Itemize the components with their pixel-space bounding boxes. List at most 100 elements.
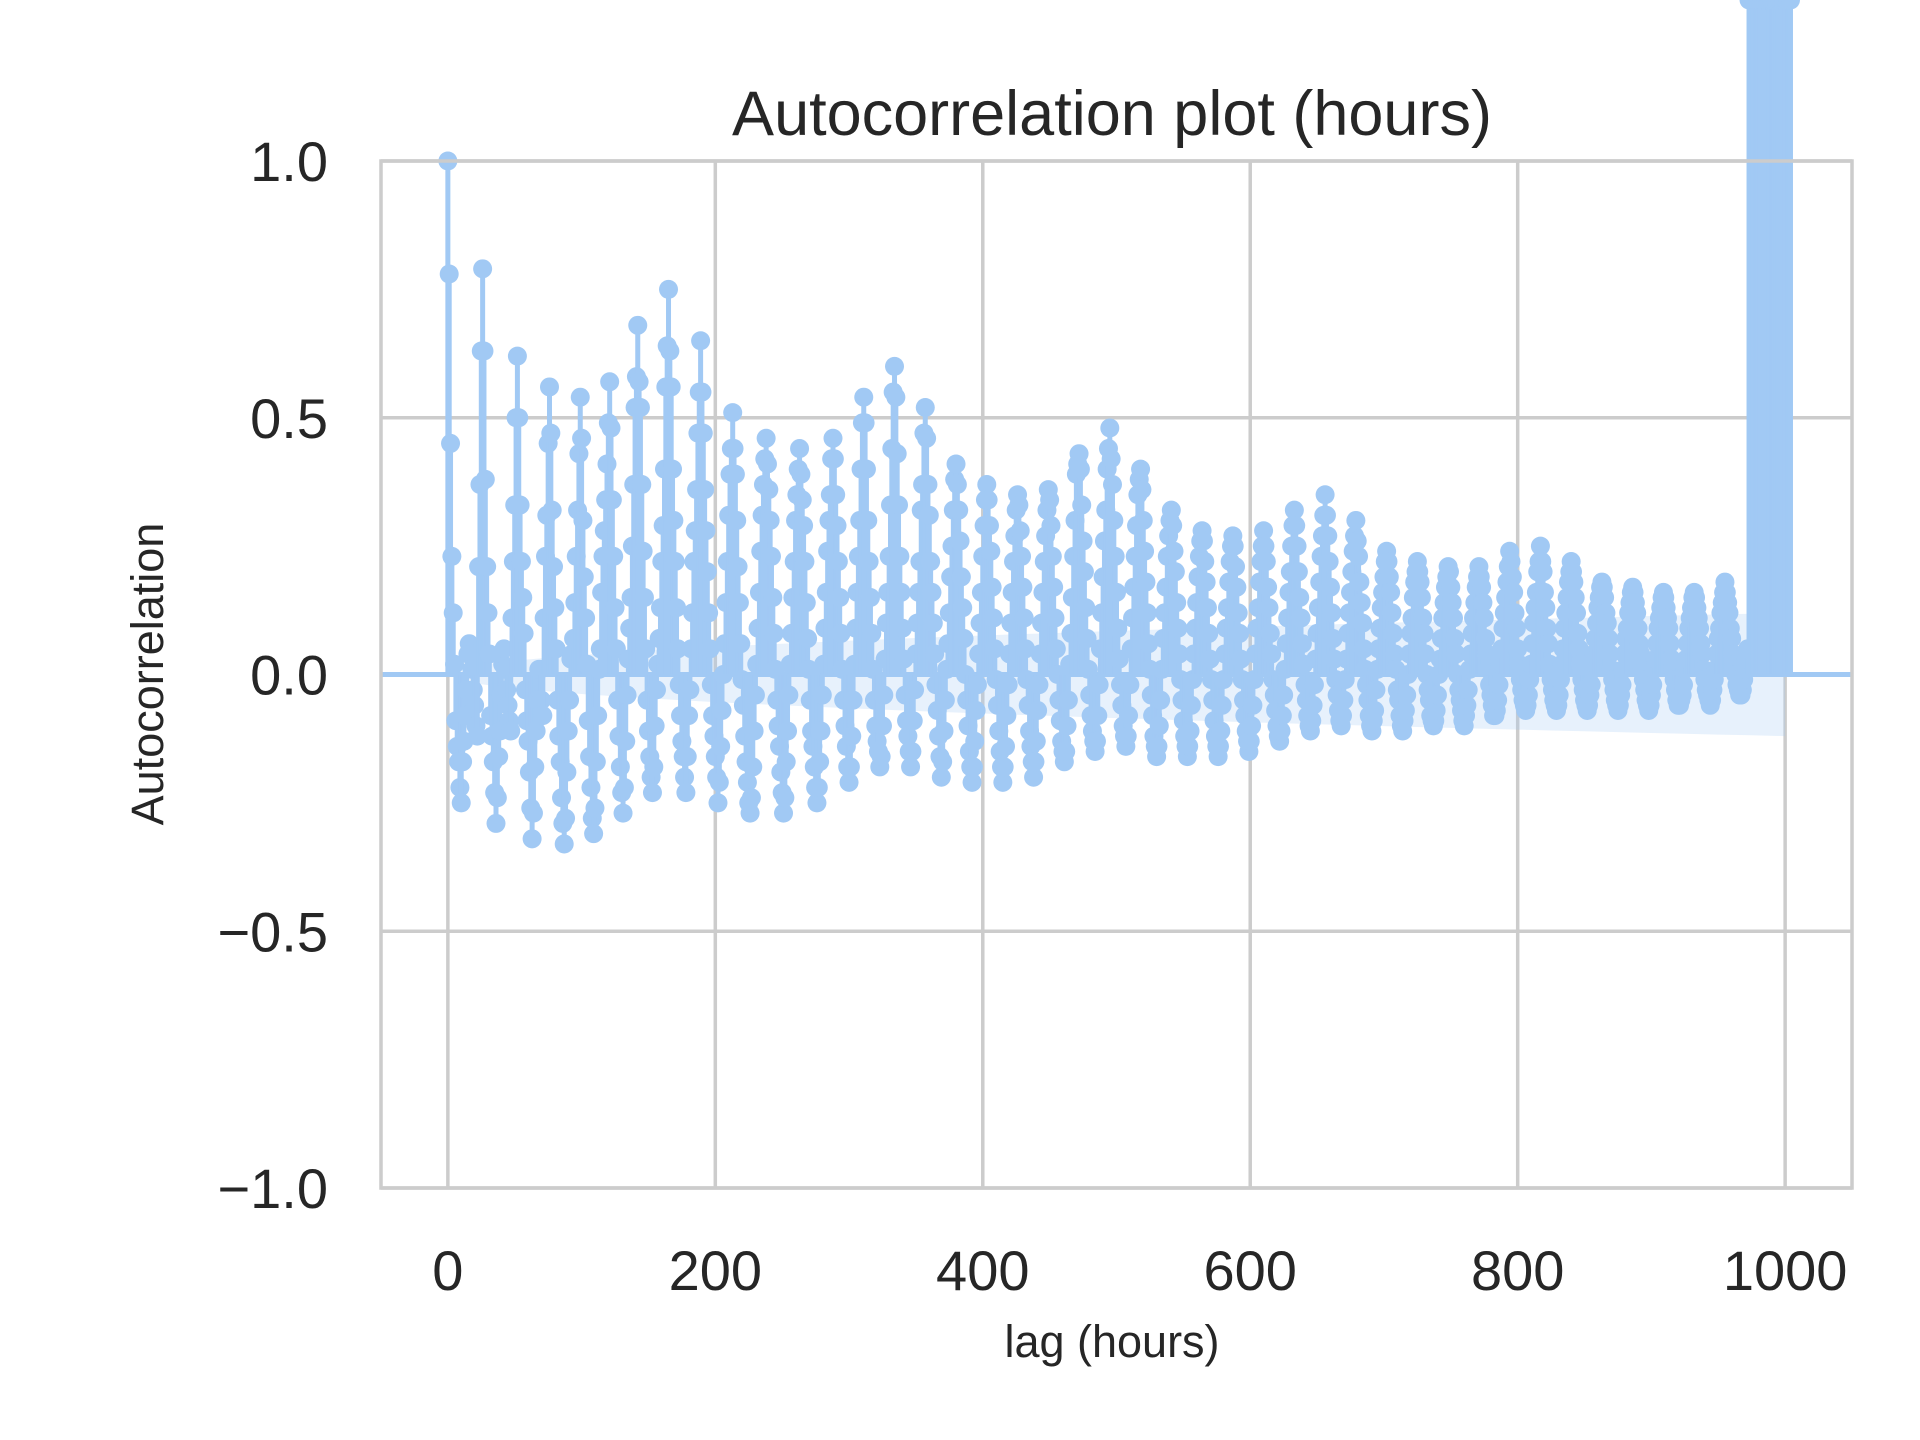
stem-marker <box>1196 572 1216 592</box>
stem-marker <box>1501 552 1521 572</box>
stem-marker <box>1088 706 1108 726</box>
stem-marker <box>1199 623 1219 643</box>
stem-marker <box>1243 695 1263 715</box>
acf-stem <box>998 674 1018 695</box>
stem-marker <box>1473 593 1493 613</box>
stem-marker <box>824 449 844 469</box>
stem-marker <box>1549 685 1569 705</box>
stem-marker <box>576 608 596 628</box>
stem-marker <box>663 459 683 479</box>
stem-marker <box>604 546 624 566</box>
stem-marker <box>874 685 894 705</box>
stem-marker <box>1148 736 1168 756</box>
acf-stem <box>985 639 1005 675</box>
stem-marker <box>1457 695 1477 715</box>
stem-marker <box>560 690 580 710</box>
stem-marker <box>1073 531 1093 551</box>
stem-marker <box>808 777 828 797</box>
stem-marker <box>636 639 656 659</box>
stem-marker <box>779 685 799 705</box>
stem-marker <box>1197 598 1217 618</box>
stem-marker <box>903 711 923 731</box>
stem-marker <box>885 356 905 376</box>
stem-marker <box>1029 675 1049 695</box>
stem-marker <box>979 516 999 536</box>
stem-marker <box>778 721 798 741</box>
stem-marker <box>1520 670 1540 690</box>
stem-marker <box>1599 629 1619 649</box>
stem-marker <box>445 654 465 674</box>
stem-marker <box>1045 608 1065 628</box>
stem-marker <box>659 279 679 299</box>
x-tick-label: 200 <box>669 1239 762 1302</box>
stem-marker <box>1627 603 1647 623</box>
stem-marker <box>526 721 546 741</box>
stem-marker <box>831 623 851 643</box>
stem-marker <box>923 613 943 633</box>
stem-marker <box>1291 608 1311 628</box>
stem-marker <box>872 716 892 736</box>
stem-marker <box>601 418 621 438</box>
stem-marker <box>919 505 939 525</box>
stem-marker <box>616 731 636 751</box>
stem-marker <box>645 716 665 736</box>
stem-marker <box>893 618 913 638</box>
stem-marker <box>661 377 681 397</box>
stem-marker <box>949 500 969 520</box>
stem-marker <box>1193 531 1213 551</box>
acf-stem <box>1550 670 1570 690</box>
stem-marker <box>712 700 732 720</box>
stem-marker <box>826 485 846 505</box>
stem-marker <box>699 603 719 623</box>
stem-marker <box>1213 670 1233 690</box>
stem-marker <box>918 475 938 495</box>
stem-marker <box>1505 603 1525 623</box>
stem-marker <box>1674 675 1694 695</box>
acf-stem <box>546 639 566 675</box>
stem-marker <box>696 521 716 541</box>
stem-marker <box>570 387 590 407</box>
stem-marker <box>1211 721 1231 741</box>
acf-stem <box>745 674 765 705</box>
stem-marker <box>799 659 819 679</box>
stem-marker <box>1012 546 1032 566</box>
acf-stem <box>1089 674 1109 695</box>
stem-marker <box>600 372 620 392</box>
stem-marker <box>1139 634 1159 654</box>
stem-marker <box>1410 572 1430 592</box>
stem-marker <box>1569 639 1589 659</box>
stem-marker <box>525 757 545 777</box>
stem-marker <box>1010 521 1030 541</box>
stem-marker <box>1643 675 1663 695</box>
acf-stem <box>731 634 751 675</box>
stem-marker <box>1255 536 1275 556</box>
stem-marker <box>1332 706 1352 726</box>
stem-marker <box>1719 603 1739 623</box>
stem-marker <box>966 700 986 720</box>
stem-marker <box>795 552 815 572</box>
acf-stem <box>935 674 955 710</box>
stem-marker <box>1041 516 1061 536</box>
stem-marker <box>558 721 578 741</box>
stem-marker <box>1209 736 1229 756</box>
stem-marker <box>962 772 982 792</box>
stem-marker <box>1534 582 1554 602</box>
stem-marker <box>765 659 785 679</box>
stem-marker <box>775 788 795 808</box>
stem-marker <box>1538 634 1558 654</box>
stem-marker <box>1013 577 1033 597</box>
stem-marker <box>925 644 945 664</box>
acf-stem <box>1078 659 1098 679</box>
stem-marker <box>1259 598 1279 618</box>
stem-marker <box>475 469 495 489</box>
stem-marker <box>731 634 751 654</box>
stem-marker <box>1488 690 1508 710</box>
stem-marker <box>679 706 699 726</box>
stem-marker <box>1446 644 1466 664</box>
stem-marker <box>856 459 876 479</box>
acf-stem <box>514 623 534 675</box>
stem-marker <box>1256 552 1276 572</box>
stem-marker <box>915 397 935 417</box>
stem-marker <box>477 557 497 577</box>
